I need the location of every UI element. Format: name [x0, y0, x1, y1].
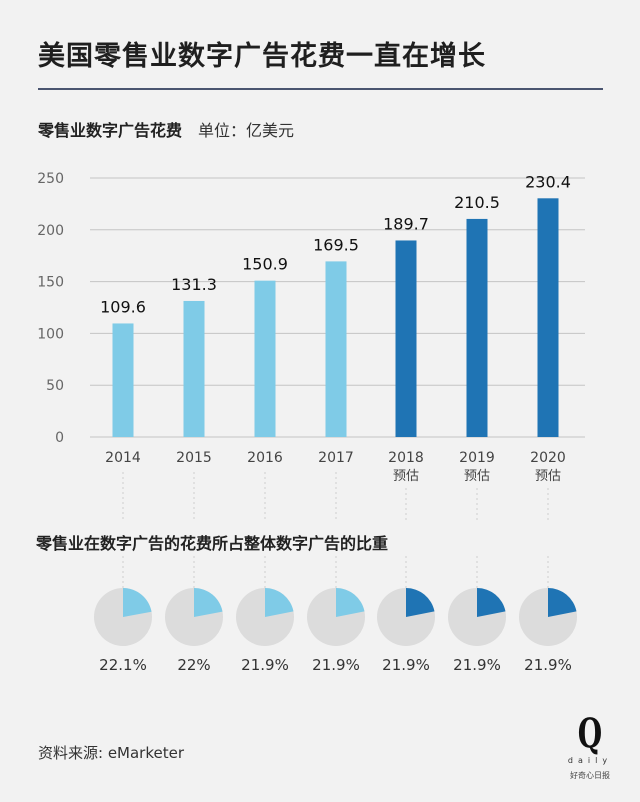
forecast-label: 预估 [464, 469, 490, 484]
y-tick-label: 50 [46, 378, 64, 394]
pie-percent-label: 21.9% [524, 656, 572, 674]
page-title: 美国零售业数字广告花费一直在增长 [38, 41, 486, 72]
value-label: 109.6 [100, 297, 146, 316]
bar [537, 198, 559, 437]
logo-letter: Q [577, 710, 603, 757]
value-label: 131.3 [171, 275, 217, 294]
pie-slice [336, 588, 365, 617]
x-tick-label: 2020 [530, 450, 566, 466]
pie-slice [265, 588, 294, 617]
pie-percent-label: 22.1% [99, 656, 147, 674]
pie-percent-label: 21.9% [382, 656, 430, 674]
chart-subtitle: 零售业数字广告花费 单位：亿美元 [38, 117, 294, 141]
bar [325, 261, 347, 437]
value-label: 230.4 [525, 172, 571, 191]
x-tick-label: 2016 [247, 450, 283, 466]
value-label: 210.5 [454, 193, 500, 212]
pie-slice [548, 588, 577, 617]
logo-word: daily [567, 756, 613, 765]
x-tick-label: 2014 [105, 450, 141, 466]
x-tick-label: 2018 [388, 450, 424, 466]
value-label: 189.7 [383, 214, 429, 233]
bar [395, 240, 417, 437]
y-tick-label: 150 [37, 275, 64, 291]
y-tick-label: 0 [55, 430, 64, 446]
forecast-label: 预估 [393, 469, 419, 484]
pie-percent-label: 21.9% [312, 656, 360, 674]
pie-slice [406, 588, 435, 617]
title-divider [38, 88, 603, 90]
forecast-label: 预估 [535, 469, 561, 484]
chart-title: 零售业数字广告花费 [38, 121, 183, 140]
value-label: 150.9 [242, 255, 288, 274]
y-tick-label: 100 [37, 326, 64, 342]
y-tick-label: 200 [37, 223, 64, 239]
bar [183, 300, 205, 437]
y-tick-label: 250 [37, 171, 64, 187]
qdaily-logo: Q daily 好奇心日报 [560, 710, 620, 788]
x-tick-label: 2019 [459, 450, 495, 466]
bar [254, 280, 276, 437]
bar [466, 218, 488, 437]
pie-percent-label: 21.9% [241, 656, 289, 674]
x-tick-label: 2015 [176, 450, 212, 466]
value-label: 169.5 [313, 235, 359, 254]
pie-slice [194, 588, 223, 617]
source-note: 资料来源: eMarketer [38, 744, 185, 762]
logo-cn: 好奇心日报 [570, 771, 610, 780]
pie-percent-label: 22% [177, 656, 210, 674]
pie-slice [123, 588, 152, 617]
x-tick-label: 2017 [318, 450, 354, 466]
unit-label: 单位：亿美元 [198, 121, 295, 140]
pie-slice [477, 588, 506, 617]
bar [112, 323, 134, 437]
pie-percent-label: 21.9% [453, 656, 501, 674]
pie-section-title: 零售业在数字广告的花费所占整体数字广告的比重 [36, 534, 389, 553]
